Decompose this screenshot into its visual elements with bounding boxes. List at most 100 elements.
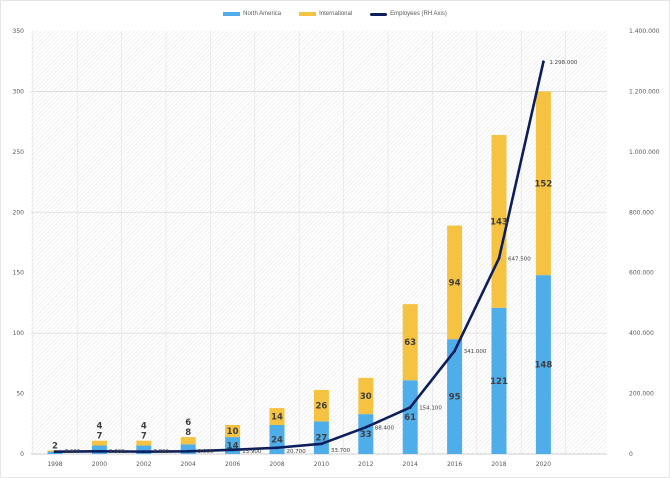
x-tick-label: 2002 [136,461,151,468]
y-tick-label: 300 [13,88,25,95]
x-tick-label: 2010 [314,461,329,468]
bar-label-international: 143 [490,217,508,227]
bar-label-north-america: 121 [490,377,508,387]
legend-item-international: International [299,11,352,17]
employees-point [231,448,235,452]
bar-label-north-america: 61 [404,413,416,423]
bar-label-north-america: 8 [185,428,191,438]
y-tick-label: 50 [16,391,24,398]
bar-label-north-america: 2 [52,441,58,451]
bar-label-north-america: 95 [449,393,461,403]
bar-north-america [358,414,374,454]
employees-point [364,425,368,429]
bar-international [535,91,551,276]
employees-line-group [53,60,545,454]
y2-tick-label: 1.000.000 [629,149,660,156]
legend-swatch-north-america [223,12,241,16]
y-tick-label: 0 [20,451,24,458]
employees-data-label: 1.298.000 [549,60,577,66]
bar-north-america [402,380,418,454]
x-tick-label: 2004 [181,461,196,468]
bar-label-international: 10 [227,427,239,437]
employees-data-label: 647.500 [508,256,531,262]
x-tick-label: 2020 [536,461,551,468]
x-tick-label: 2014 [403,461,418,468]
bar-label-north-america: 148 [535,361,553,371]
y-tick-label: 100 [13,330,25,337]
bar-label-international: 6 [185,418,191,428]
bar-label-international: 4 [141,422,147,432]
employees-point [142,450,146,454]
employees-point [320,442,323,446]
bar-label-north-america: 7 [96,432,102,442]
bar-international [313,389,329,422]
bar-label-north-america: 7 [141,432,147,442]
y2-tick-label: 800.000 [629,209,654,216]
employees-data-label: 7.600 [65,449,81,455]
employees-point [497,256,501,260]
employees-point [408,406,412,409]
bar-international [180,437,196,445]
legend-item-employees: Employees (RH Axis) [370,11,447,17]
bar-labels: 2747486141024142726333061639594121143148… [52,179,552,451]
bar-international [358,377,374,415]
y-tick-label: 350 [13,28,25,35]
y2-tick-label: 1.400.000 [629,28,660,35]
y-tick-label: 250 [13,149,25,156]
bar-label-north-america: 27 [315,434,327,444]
legend-label-north-america: North America [243,11,282,17]
legend-swatch-international [299,12,317,16]
bar-international [447,225,463,340]
employees-data-label: 20.700 [287,449,307,455]
employees-point [98,449,101,453]
bar-label-international: 94 [449,278,461,288]
bar-north-america [491,307,507,454]
employees-data-label: 13.900 [242,449,262,455]
bar-label-north-america: 24 [271,435,283,445]
employees-point [53,450,57,454]
employees-data-label: 88.400 [375,425,395,431]
employees-point [542,60,545,64]
employees-data-label: 7.800 [153,449,169,455]
bar-north-america [313,421,329,454]
bar-international [136,440,152,446]
y2-tick-label: 1.200.000 [629,88,660,95]
y2-tick-label: 200.000 [629,391,654,398]
bar-label-international: 63 [404,338,416,348]
bar-north-america [447,339,463,454]
bar-label-international: 14 [271,413,283,423]
employees-line [54,61,545,454]
bar-north-america [136,445,152,454]
employees-point [186,449,190,453]
bar-north-america [180,444,196,454]
legend-label-international: International [319,11,353,17]
employees-data-label: 9.000 [198,449,214,455]
bar-north-america [535,275,551,454]
y2-tick-label: 600.000 [629,270,654,277]
y2-tick-label: 0 [629,451,633,458]
bar-label-international: 4 [96,422,102,432]
employees-data-label: 341.000 [464,349,487,355]
legend-swatch-employees [370,12,388,16]
y-tick-label: 150 [13,270,25,277]
employees-data-label: 154.100 [419,405,442,411]
legend: North America International Employees (R… [0,11,670,17]
x-tick-label: 2018 [491,461,506,468]
bar-label-north-america: 14 [227,442,239,452]
legend-item-north-america: North America [223,11,281,17]
bar-international [225,424,241,438]
bars [47,91,551,454]
x-tick-label: 2006 [225,461,240,468]
bar-international [269,408,285,425]
x-tick-label: 2000 [92,461,107,468]
bar-label-international: 30 [360,392,372,402]
x-axis: 1998 2000 2002 2004 2006 2008 2010 2012 2014 2016… [47,461,551,468]
gridlines [31,31,607,455]
y-tick-label: 200 [13,209,25,216]
x-tick-label: 1998 [47,461,62,468]
bar-north-america [91,445,107,454]
bar-international [402,304,418,381]
x-tick-label: 2008 [269,461,284,468]
employees-point [275,446,279,450]
